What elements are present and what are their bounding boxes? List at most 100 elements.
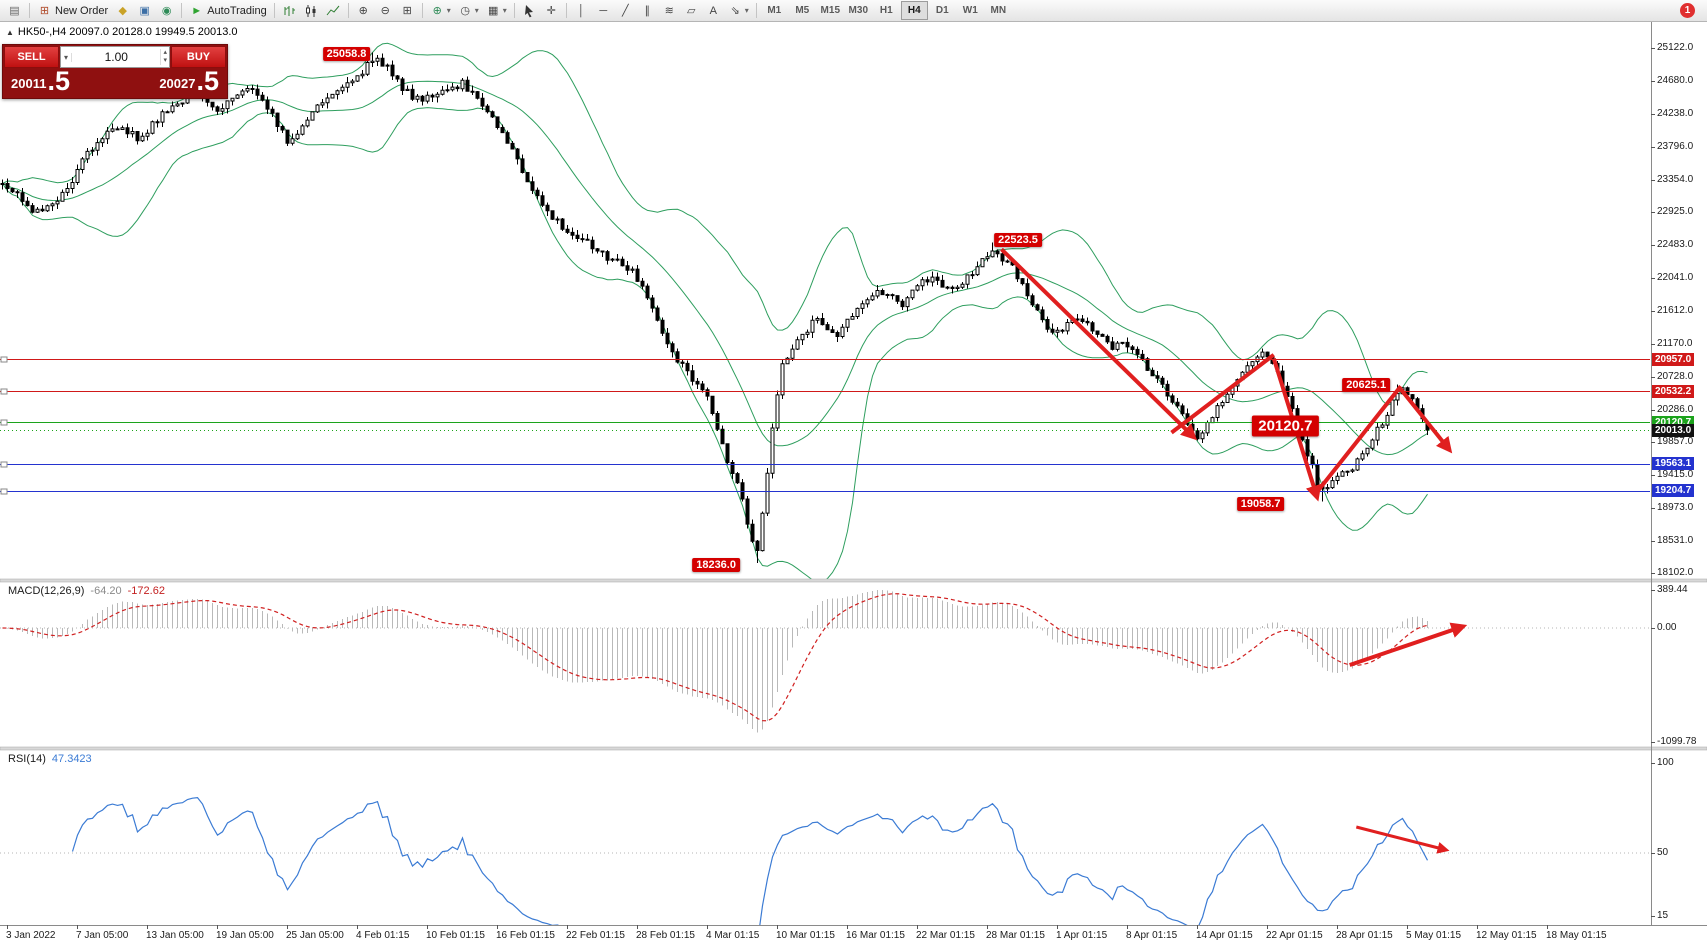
trend-arrow[interactable] bbox=[1399, 387, 1453, 454]
toolbar-separator bbox=[421, 3, 423, 18]
tile-windows-icon-icon: ⊞ bbox=[402, 5, 412, 17]
chevron-down-icon: ▾ bbox=[502, 6, 507, 15]
arrows-dropdown[interactable]: ⇘ ▾ bbox=[725, 1, 752, 21]
timeframe-m1[interactable]: M1 bbox=[767, 5, 782, 16]
toolbar-separator bbox=[347, 3, 349, 18]
volume-down-button[interactable]: ▾ bbox=[163, 57, 167, 64]
rsi-tick-label: 100 bbox=[1657, 757, 1674, 768]
macd-tick-label: 0.00 bbox=[1657, 622, 1677, 633]
metaeditor-icon[interactable]: ▣ bbox=[134, 1, 155, 21]
one-click-panel-toggle[interactable]: ▲ bbox=[6, 28, 14, 37]
toolbar-separator bbox=[565, 3, 567, 18]
shapes-icon-icon: ▱ bbox=[687, 5, 696, 17]
horizontal-line-icon[interactable]: ─ bbox=[593, 1, 614, 21]
trend-arrow[interactable] bbox=[1315, 384, 1403, 494]
timeframe-m15[interactable]: M15 bbox=[820, 5, 840, 16]
rsi-indicator-label: RSI(14) 47.3423 bbox=[8, 753, 92, 765]
alerts-icon[interactable]: ◉ bbox=[156, 1, 177, 21]
volume-up-button[interactable]: ▴ bbox=[163, 49, 167, 56]
trend-arrow[interactable] bbox=[1000, 247, 1198, 441]
chevron-down-icon: ▾ bbox=[744, 6, 749, 15]
axis-price-tag: 20013.0 bbox=[1652, 423, 1695, 437]
rsi-tick-label: 50 bbox=[1657, 847, 1669, 858]
shapes-icon[interactable]: ▱ bbox=[681, 1, 702, 21]
chart-profiles-icon-icon: ◆ bbox=[118, 5, 127, 17]
periods-dropdown[interactable]: ◷ ▾ bbox=[455, 1, 482, 21]
horizontal-line-icon-icon: ─ bbox=[599, 4, 608, 17]
fibonacci-icon[interactable]: ≋ bbox=[659, 1, 680, 21]
line-handle[interactable] bbox=[0, 461, 8, 468]
price-callout[interactable]: 20625.1 bbox=[1342, 378, 1391, 393]
trendline-icon[interactable]: ╱ bbox=[615, 1, 636, 21]
bar-chart-type-icon[interactable] bbox=[279, 1, 300, 21]
timeframe-w1[interactable]: W1 bbox=[962, 5, 978, 16]
new-order-button[interactable]: ⊞ New Order bbox=[34, 1, 111, 21]
volume-value[interactable]: 1.00 bbox=[104, 50, 128, 64]
panel-divider[interactable] bbox=[0, 746, 1707, 751]
candlestick-chart-type-icon-icon bbox=[304, 3, 319, 19]
timeframe-m5[interactable]: M5 bbox=[795, 5, 810, 16]
time-tick-label: 28 Mar 01:15 bbox=[986, 930, 1045, 941]
text-icon[interactable]: A bbox=[703, 1, 724, 21]
time-tick-label: 16 Feb 01:15 bbox=[496, 930, 555, 941]
volume-dropdown-icon[interactable]: ▾ bbox=[61, 52, 73, 62]
time-tick-label: 13 Jan 05:00 bbox=[146, 930, 204, 941]
chart-profiles-icon[interactable]: ◆ bbox=[112, 1, 133, 21]
timeframe-h4[interactable]: H4 bbox=[900, 1, 928, 20]
macd-signal-value: -172.62 bbox=[127, 585, 165, 597]
toolbar-separator bbox=[181, 3, 183, 18]
time-tick-label: 16 Mar 01:15 bbox=[846, 930, 905, 941]
zoom-out-icon[interactable]: ⊖ bbox=[375, 1, 396, 21]
line-handle[interactable] bbox=[0, 488, 8, 495]
bollinger-bands bbox=[2, 42, 1428, 579]
text-icon-icon: A bbox=[709, 4, 717, 17]
timeframe-h1[interactable]: H1 bbox=[879, 5, 893, 16]
autotrading-button[interactable]: ► AutoTrading bbox=[186, 1, 270, 21]
templates-dropdown[interactable]: ▦ ▾ bbox=[483, 1, 510, 21]
timeframe-m30[interactable]: M30 bbox=[848, 5, 868, 16]
price-callout[interactable]: 20120.7 bbox=[1252, 415, 1319, 437]
line-chart-type-icon-icon bbox=[326, 3, 341, 19]
panel-divider[interactable] bbox=[0, 578, 1707, 583]
alerts-icon-icon: ◉ bbox=[161, 5, 172, 17]
line-chart-type-icon[interactable] bbox=[323, 1, 344, 21]
price-callout[interactable]: 19058.7 bbox=[1236, 496, 1285, 511]
buy-price: 20027.5 bbox=[159, 66, 219, 96]
tile-windows-icon[interactable]: ⊞ bbox=[397, 1, 418, 21]
macd-tick-label: -1099.78 bbox=[1657, 736, 1697, 747]
timeframe-d1[interactable]: D1 bbox=[935, 5, 949, 16]
channel-icon[interactable]: ∥ bbox=[637, 1, 658, 21]
timeframe-mn[interactable]: MN bbox=[990, 5, 1007, 16]
cursor-tool-icon[interactable] bbox=[519, 1, 540, 21]
vertical-line-icon[interactable]: │ bbox=[571, 1, 592, 21]
line-handle[interactable] bbox=[0, 356, 8, 363]
price-tick-label: 19857.0 bbox=[1657, 435, 1694, 447]
price-callout[interactable]: 18236.0 bbox=[692, 557, 740, 572]
macd-trend-arrow[interactable] bbox=[1349, 622, 1468, 667]
buy-button[interactable]: BUY bbox=[171, 46, 226, 68]
price-tick-label: 18973.0 bbox=[1657, 501, 1694, 513]
price-callout[interactable]: 22523.5 bbox=[994, 232, 1042, 247]
symbol-info-line: ▲ HK50-,H4 20097.0 20128.0 19949.5 20013.… bbox=[6, 26, 238, 38]
time-tick-label: 5 May 01:15 bbox=[1406, 930, 1462, 941]
time-tick-label: 10 Feb 01:15 bbox=[426, 930, 485, 941]
time-tick-label: 19 Jan 05:00 bbox=[216, 930, 274, 941]
indicators-dropdown[interactable]: ⊕ ▾ bbox=[427, 1, 454, 21]
trend-arrow[interactable] bbox=[1170, 353, 1276, 435]
volume-field[interactable]: ▾ 1.00 ▴ ▾ bbox=[60, 46, 170, 68]
line-handle[interactable] bbox=[0, 388, 8, 395]
crosshair-tool-icon[interactable]: ✛ bbox=[541, 1, 562, 21]
chart-window-icon-icon: ▤ bbox=[9, 5, 20, 17]
notification-badge[interactable]: 1 bbox=[1680, 3, 1695, 18]
chart-window-icon[interactable]: ▤ bbox=[4, 1, 25, 21]
zoom-in-icon[interactable]: ⊕ bbox=[353, 1, 374, 21]
toolbar-separator bbox=[513, 3, 515, 18]
axis-price-tag: 20532.2 bbox=[1652, 384, 1695, 398]
candlestick-chart-type-icon[interactable] bbox=[301, 1, 322, 21]
line-handle[interactable] bbox=[0, 419, 8, 426]
sell-button[interactable]: SELL bbox=[4, 46, 59, 68]
price-callout[interactable]: 25058.8 bbox=[322, 47, 371, 62]
rsi-trend-arrow[interactable] bbox=[1355, 825, 1450, 854]
